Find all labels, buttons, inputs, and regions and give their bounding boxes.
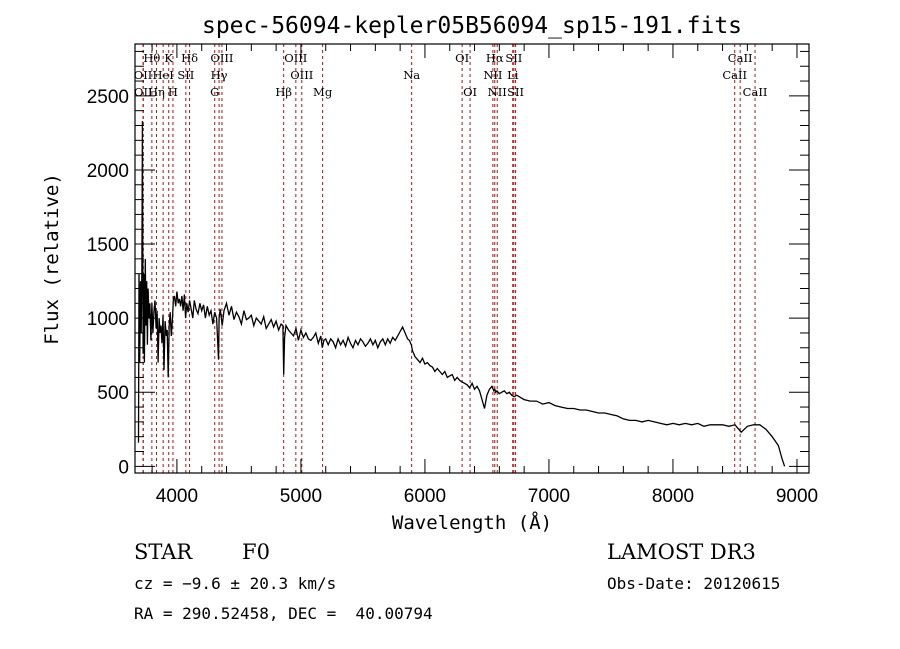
spectral-line-label: Mg <box>313 85 333 99</box>
spectral-line-label: CaII <box>722 68 747 82</box>
survey-name: LAMOST DR3 <box>607 540 756 564</box>
spectral-line-label: OII <box>134 68 153 82</box>
x-tick-label: 9000 <box>776 486 818 507</box>
spectral-line-label: Hθ <box>143 51 160 65</box>
object-class: STAR <box>134 540 193 564</box>
y-tick-label: 2000 <box>87 161 129 182</box>
redshift-info: cz = −9.6 ± 20.3 km/s <box>134 574 337 593</box>
spectral-line-label: SII <box>177 68 194 82</box>
spectral-line-label: NII <box>483 68 502 82</box>
spectral-line-label: OI <box>463 85 477 99</box>
spectral-line-label: Hδ <box>181 51 198 65</box>
y-tick-label: 0 <box>118 457 129 478</box>
y-tick-label: 2500 <box>87 87 129 108</box>
spectral-line-label: OI <box>455 51 469 65</box>
spectral-line-label: CaII <box>743 85 768 99</box>
y-axis: 0 500 1000 1500 2000 2500 <box>87 50 809 478</box>
spectral-line-label: Na <box>403 68 420 82</box>
observation-date: Obs-Date: 20120615 <box>607 574 781 593</box>
y-tick-label: 1000 <box>87 309 129 330</box>
coordinates-info: RA = 290.52458, DEC = 40.00794 <box>134 604 433 623</box>
y-tick-label: 1500 <box>87 235 129 256</box>
x-axis: 4000 5000 6000 7000 8000 9000 <box>151 44 818 507</box>
spectrum-series <box>137 121 786 467</box>
spectral-line-label: SII <box>505 51 522 65</box>
spectral-line-label: Hη <box>148 85 165 99</box>
spectral-line-label: H <box>168 85 178 99</box>
spectral-line-label: OIII <box>210 51 233 65</box>
spectrum-line-spectrum <box>137 121 786 467</box>
y-axis-label: Flux (relative) <box>41 173 63 345</box>
chart-title: spec-56094-kepler05B56094_sp15-191.fits <box>202 13 742 39</box>
x-tick-label: 8000 <box>652 486 694 507</box>
spectral-line-label: Li <box>507 68 519 82</box>
plot-frame <box>134 43 810 474</box>
spectral-line-label: NII <box>488 85 507 99</box>
spectral-line-label: Hγ <box>211 68 228 82</box>
spectral-line-label: OIII <box>290 68 313 82</box>
spectral-line-label: Hα <box>486 51 504 65</box>
spectral-line-label: SII <box>507 85 524 99</box>
y-tick-label: 500 <box>97 383 129 404</box>
spectral-line-markers <box>142 44 756 473</box>
spectral-line-label: K <box>164 51 173 65</box>
spectral-line-label: HeI <box>152 68 173 82</box>
x-axis-label: Wavelength (Å) <box>392 511 552 534</box>
spectral-line-label: Hβ <box>275 85 292 99</box>
spectral-line-label: CaII <box>728 51 753 65</box>
x-tick-label: 4000 <box>156 486 198 507</box>
x-tick-label: 5000 <box>280 486 322 507</box>
spectral-line-label: G <box>210 85 219 99</box>
spectral-subclass: F0 <box>242 540 270 564</box>
x-tick-label: 6000 <box>404 486 446 507</box>
x-tick-label: 7000 <box>528 486 570 507</box>
spectral-line-label: OIII <box>284 51 307 65</box>
